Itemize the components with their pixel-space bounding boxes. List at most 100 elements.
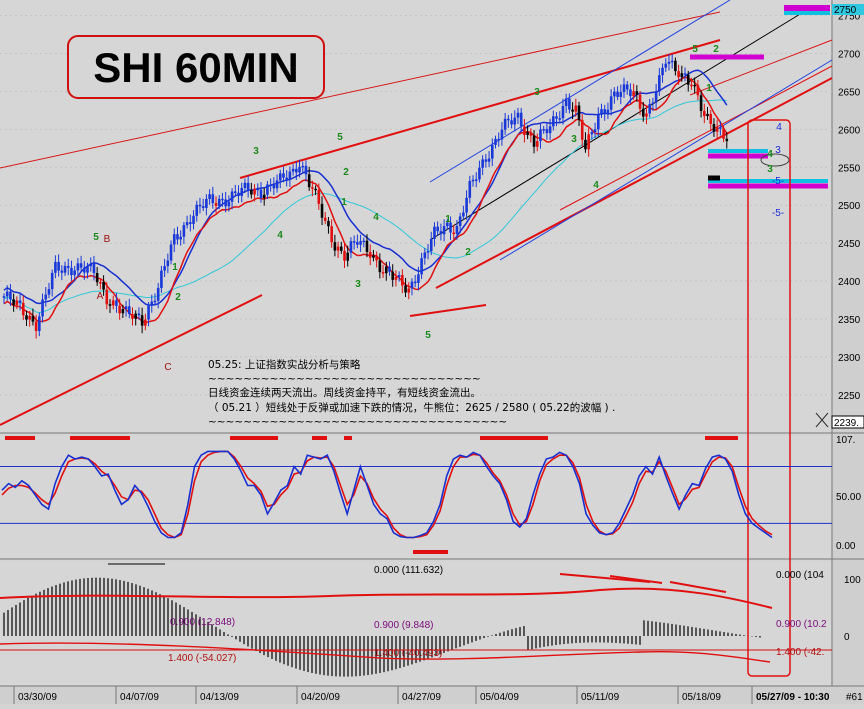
macd-level-low-center: 1.400 (-40.493) [374, 648, 442, 659]
price-candle [590, 132, 594, 135]
price-candle [66, 265, 70, 268]
price-candle [38, 316, 41, 332]
macd-tick-label: 100 [844, 575, 861, 586]
price-candle [619, 92, 623, 97]
price-candle [317, 189, 321, 204]
price-candle [359, 241, 362, 245]
wave-label-blue: -5- [772, 208, 784, 219]
price-candle [490, 144, 494, 159]
price-candle [89, 263, 93, 267]
price-candle [632, 91, 635, 97]
price-candle [388, 266, 391, 272]
price-candle [189, 222, 192, 224]
price-candle [407, 288, 411, 293]
annotation-rule: ~~~~~~~~~~~~~~~~~~~~~~~~~~~~~~~ [208, 373, 481, 385]
price-candle [446, 222, 449, 227]
price-candle [564, 98, 568, 106]
price-tick-label: 2450 [838, 239, 861, 250]
support-line-short [409, 304, 487, 317]
price-candle [295, 168, 298, 173]
price-candle [384, 266, 388, 274]
price-candle [243, 182, 247, 189]
price-candle [237, 192, 240, 196]
price-candle [134, 313, 138, 319]
price-candle [250, 190, 253, 195]
macd-level-top: 0.000 (111.632) [374, 565, 443, 576]
price-candle [616, 91, 619, 97]
price-candle [156, 287, 160, 301]
price-candle [9, 291, 12, 300]
price-candle [423, 252, 427, 259]
wave-label-green: 5 [93, 232, 99, 243]
price-candle [413, 281, 417, 284]
price-candle [670, 60, 674, 63]
price-candle [548, 126, 552, 134]
price-candle [121, 309, 125, 314]
wave-label-red: C [164, 362, 171, 373]
price-candle [526, 132, 529, 135]
date-tick-label: 04/07/09 [120, 692, 159, 703]
price-candle [641, 108, 645, 117]
price-candle [198, 204, 202, 207]
price-candle [214, 203, 218, 206]
price-candle [47, 289, 51, 295]
price-candle [436, 226, 439, 232]
price-tick-label: 2600 [838, 125, 861, 136]
price-candle [73, 270, 76, 276]
macd-arrow-2 [609, 575, 663, 584]
last-price-label: 2750 [834, 5, 857, 16]
macd-signal-line [0, 587, 773, 609]
price-candle [118, 305, 121, 314]
price-candle [60, 270, 64, 273]
price-tick-label: 2650 [838, 87, 861, 98]
price-candle [606, 109, 610, 114]
price-candle [481, 159, 484, 168]
price-candle [127, 306, 131, 314]
wave-label-green: 4 [593, 180, 599, 191]
price-candle [320, 203, 324, 218]
highlight-box [747, 119, 791, 677]
price-candle [523, 126, 526, 135]
price-candle [349, 241, 353, 253]
price-candle [282, 173, 285, 178]
price-candle [12, 299, 15, 305]
price-candle [301, 165, 305, 168]
price-candle [25, 315, 28, 320]
price-tick-label: 2350 [838, 315, 861, 326]
stoch-k-line [1, 450, 773, 539]
price-candle [108, 304, 112, 306]
price-tick-label: 2400 [838, 277, 861, 288]
macd-level-mid-right: 0.900 (10.2 [776, 619, 827, 630]
price-candle [510, 120, 513, 125]
price-candle [648, 104, 651, 114]
price-candle [340, 246, 343, 251]
price-candle [516, 112, 520, 118]
price-candle [76, 263, 80, 271]
wave-label-green: 1 [341, 197, 347, 208]
price-candle [712, 123, 716, 132]
price-tick-label: 2750 [838, 12, 861, 23]
price-candle [54, 261, 57, 273]
price-candle [478, 167, 481, 180]
price-candle [227, 201, 231, 207]
price-candle [429, 238, 433, 252]
price-candle [307, 174, 311, 188]
price-candle [272, 184, 276, 189]
price-candle [304, 165, 308, 175]
stoch-tick-label: 0.00 [836, 541, 856, 552]
price-candle [105, 289, 109, 305]
date-tick-label: 04/27/09 [402, 692, 441, 703]
price-candle [92, 263, 96, 274]
price-candle [683, 73, 687, 75]
wave-label-green: 1 [706, 83, 712, 94]
price-candle [176, 234, 179, 240]
price-candle [596, 114, 600, 130]
price-candle [433, 226, 436, 239]
macd-level-low-right: 1.400 (-42. [776, 647, 824, 658]
price-candle [368, 251, 372, 258]
price-candle [124, 306, 128, 310]
wave-label-green: 2 [465, 247, 471, 258]
price-candle [63, 265, 67, 273]
price-candle [83, 267, 86, 273]
